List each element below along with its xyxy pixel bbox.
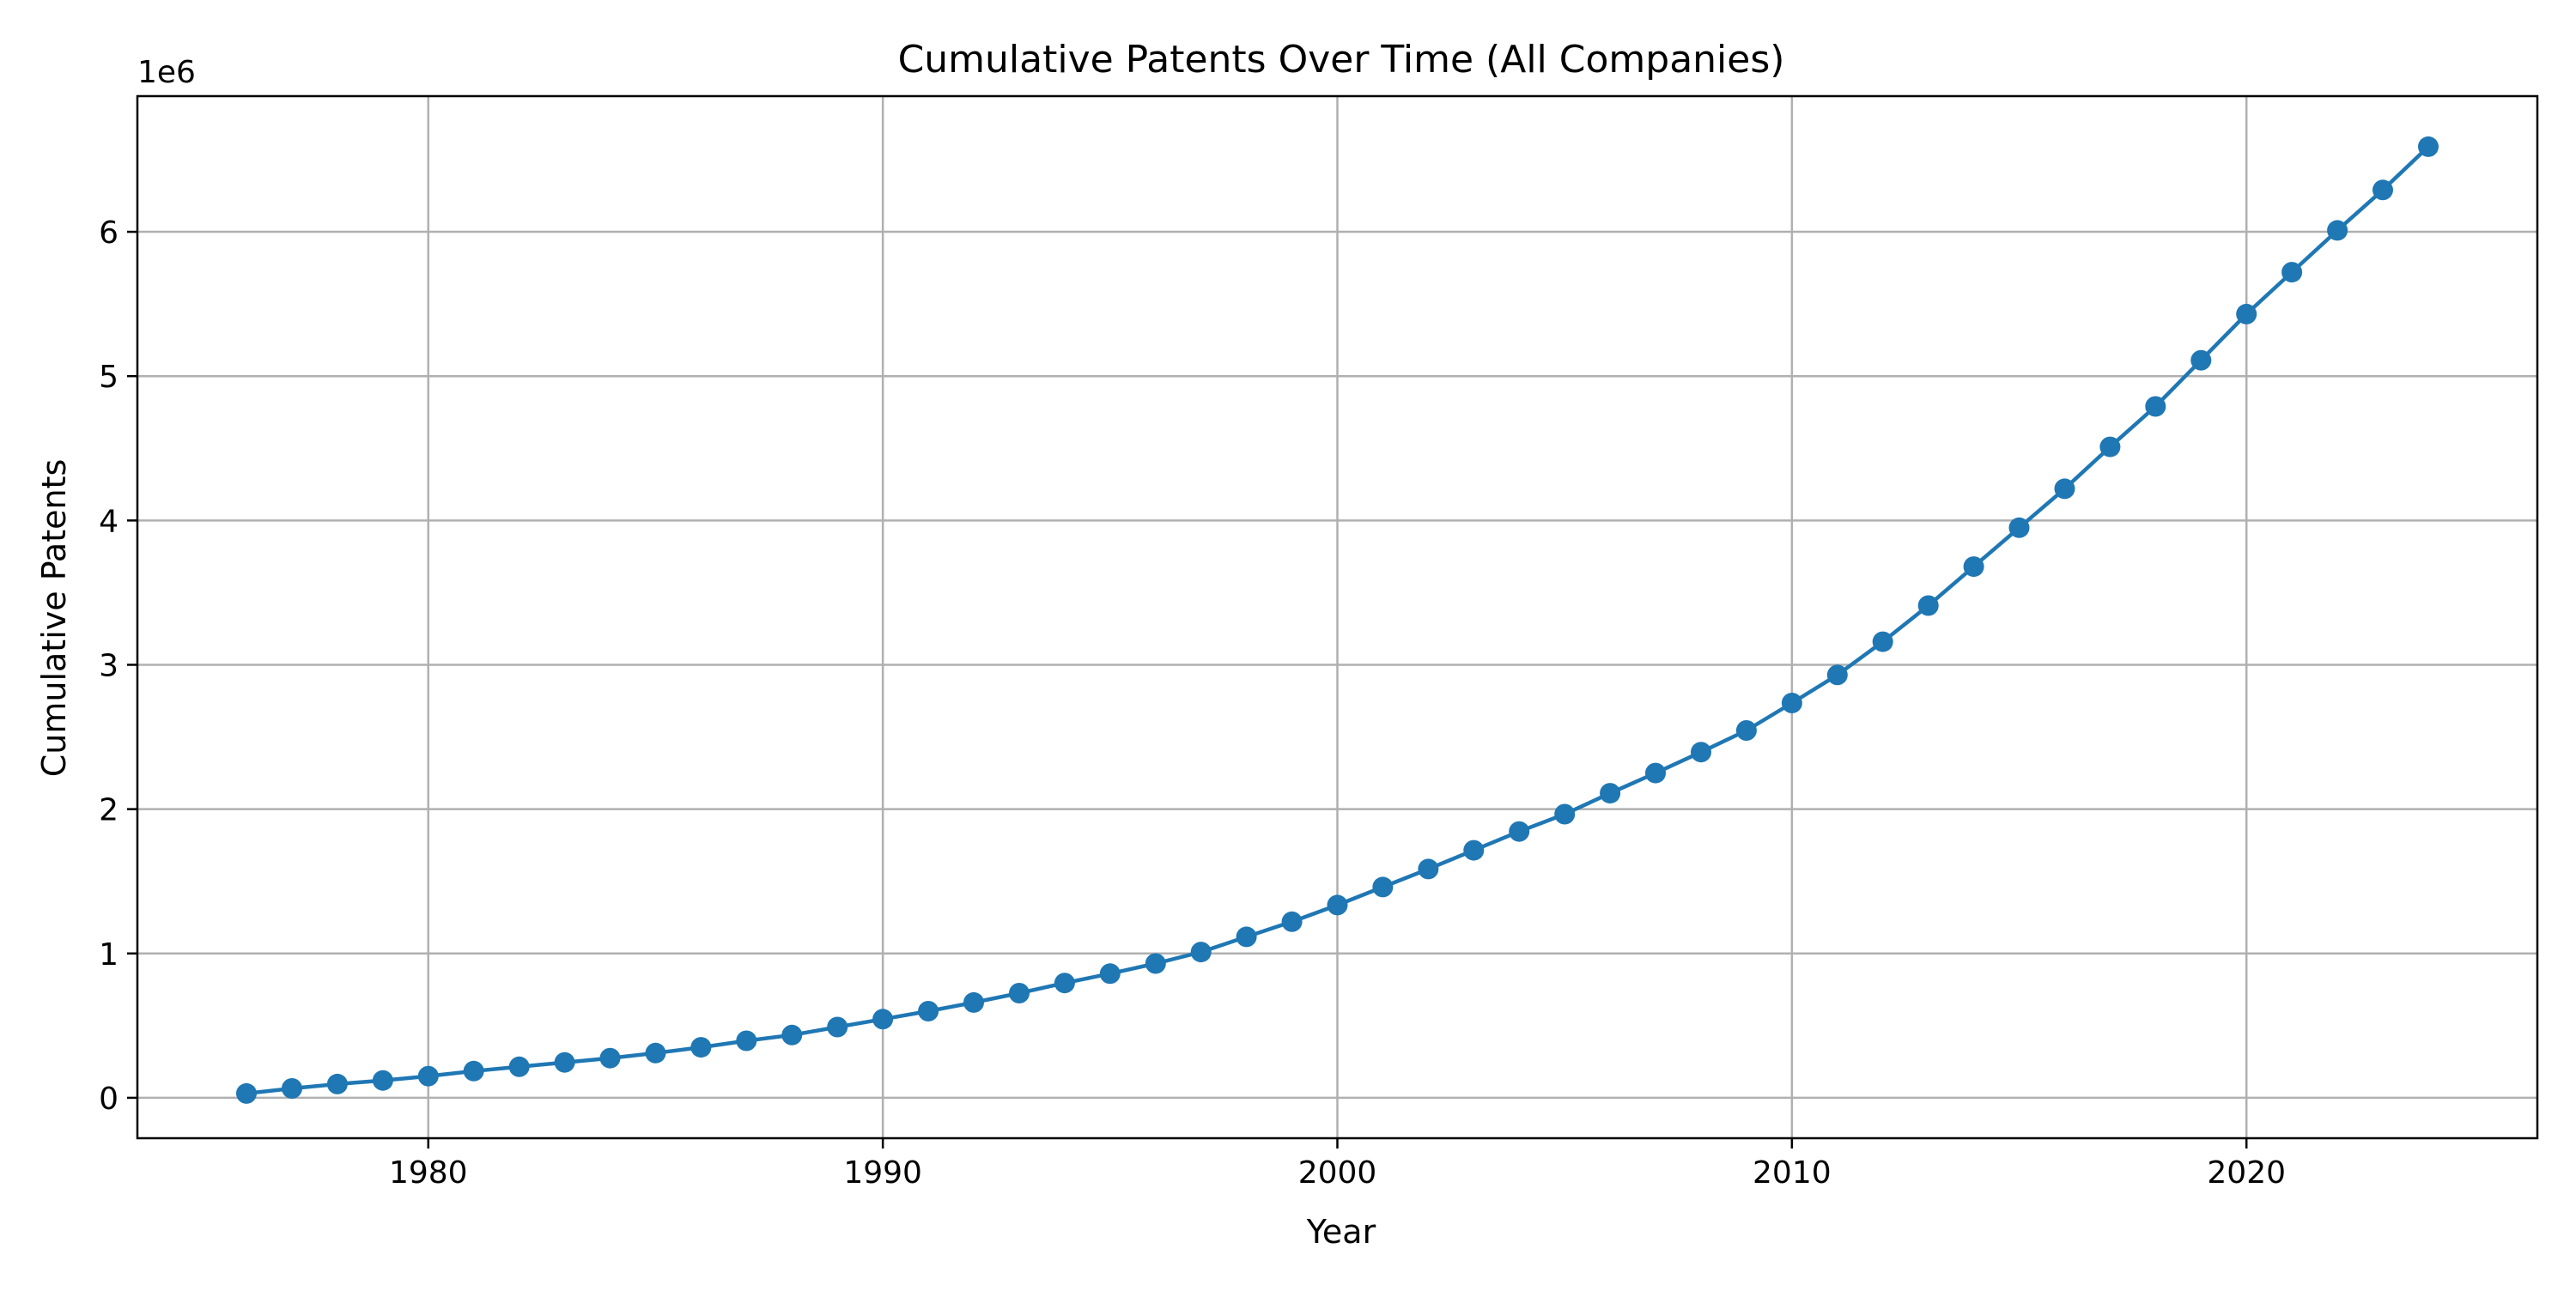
data-point-marker: [600, 1048, 621, 1069]
y-tick-label: 1: [99, 937, 118, 973]
data-point-marker: [1964, 556, 1984, 577]
data-point-marker: [1418, 858, 1438, 879]
data-point-marker: [781, 1025, 802, 1046]
data-point-marker: [1327, 894, 1348, 915]
data-point-marker: [2418, 136, 2439, 157]
y-tick-label: 5: [99, 360, 118, 395]
data-point-marker: [1372, 876, 1393, 897]
data-point-marker: [282, 1078, 302, 1099]
chart-title: Cumulative Patents Over Time (All Compan…: [898, 38, 1785, 82]
data-point-marker: [2190, 350, 2211, 371]
x-tick-label: 2000: [1298, 1155, 1377, 1191]
data-point-marker: [2372, 179, 2393, 200]
data-point-marker: [827, 1017, 848, 1038]
data-point-marker: [327, 1074, 348, 1094]
y-tick-label: 6: [99, 215, 118, 251]
data-point-marker: [1918, 596, 1939, 616]
x-tick-label: 1990: [843, 1155, 922, 1191]
data-point-marker: [1600, 783, 1620, 803]
data-point-marker: [736, 1031, 756, 1052]
data-point-marker: [1236, 926, 1257, 947]
data-point-marker: [1873, 632, 1893, 652]
data-point-marker: [1191, 942, 1212, 962]
data-point-marker: [509, 1057, 530, 1077]
x-axis-label: Year: [1306, 1213, 1376, 1251]
data-point-marker: [2009, 518, 2030, 538]
y-tick-label: 2: [99, 793, 118, 828]
data-point-marker: [1463, 840, 1484, 861]
data-point-marker: [1509, 821, 1529, 842]
data-point-marker: [1145, 954, 1166, 974]
data-point-marker: [1009, 983, 1030, 1003]
data-point-marker: [872, 1009, 893, 1029]
data-point-marker: [1736, 720, 1757, 741]
y-tick-label: 4: [99, 504, 118, 539]
data-point-marker: [2145, 397, 2166, 417]
x-tick-label: 1980: [389, 1155, 468, 1191]
data-point-marker: [1554, 804, 1575, 825]
data-point-marker: [2281, 262, 2302, 282]
data-point-marker: [2327, 220, 2348, 240]
data-point-marker: [690, 1037, 711, 1058]
x-tick-label: 2020: [2207, 1155, 2286, 1191]
data-point-marker: [373, 1070, 393, 1091]
data-point-marker: [1782, 693, 1802, 713]
data-point-marker: [555, 1052, 575, 1073]
data-point-marker: [2055, 478, 2075, 499]
data-point-marker: [464, 1061, 484, 1082]
y-axis-label: Cumulative Patents: [35, 459, 73, 778]
y-tick-label: 0: [99, 1082, 118, 1117]
data-point-marker: [1691, 742, 1711, 762]
y-axis-offset-label: 1e6: [137, 55, 196, 90]
data-point-marker: [418, 1066, 439, 1087]
data-point-marker: [1827, 664, 1848, 685]
data-point-marker: [1282, 912, 1303, 932]
data-point-marker: [963, 992, 984, 1013]
x-tick-label: 2010: [1753, 1155, 1832, 1191]
data-point-marker: [236, 1083, 257, 1104]
data-point-marker: [1100, 963, 1121, 984]
y-tick-label: 3: [99, 648, 118, 683]
data-point-marker: [1645, 763, 1666, 784]
data-point-marker: [2236, 304, 2257, 324]
data-point-marker: [1054, 973, 1075, 993]
data-point-marker: [918, 1001, 939, 1021]
data-point-marker: [646, 1043, 666, 1064]
data-point-marker: [2099, 437, 2120, 458]
